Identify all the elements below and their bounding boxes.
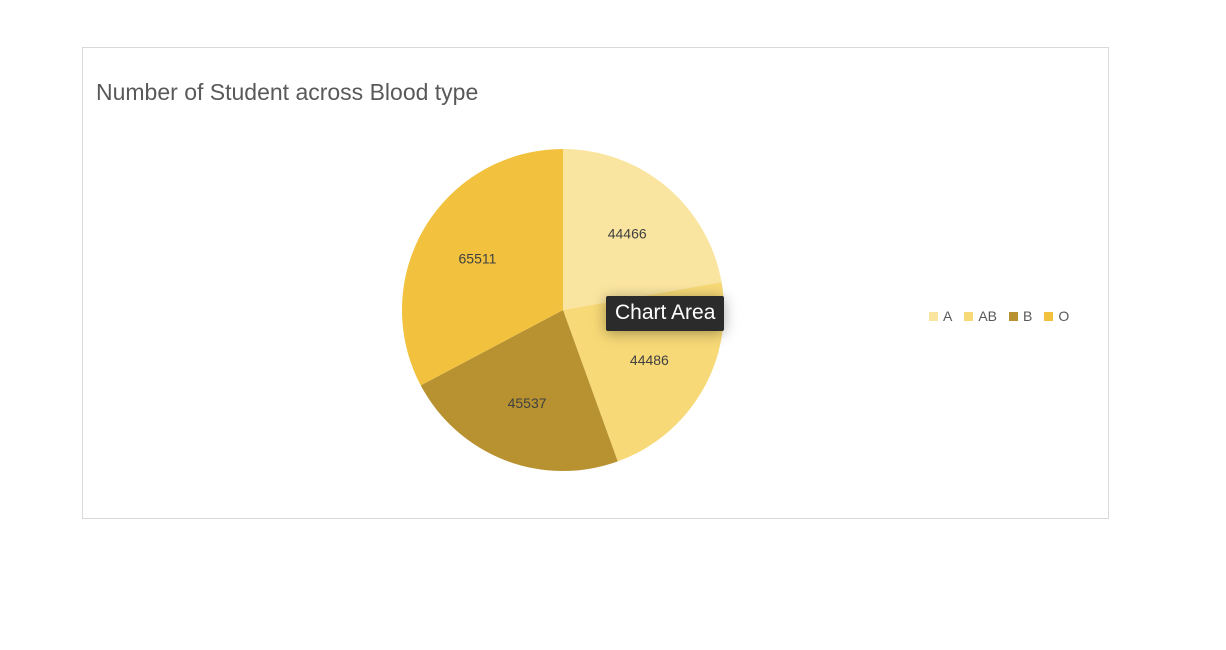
pie-chart[interactable]: 44466 44486 45537 65511 [83, 48, 1108, 518]
chart-area[interactable]: Number of Student across Blood type 4446… [82, 47, 1109, 519]
legend-swatch [929, 311, 938, 321]
legend-item-b[interactable]: B [1009, 308, 1032, 324]
pie-slice-o[interactable] [402, 149, 563, 386]
pie-slice-a[interactable] [563, 149, 722, 310]
chart-title[interactable]: Number of Student across Blood type [96, 79, 479, 105]
data-label-ab[interactable]: 44486 [630, 352, 669, 368]
data-label-b[interactable]: 45537 [508, 395, 547, 411]
legend-item-a[interactable]: A [929, 308, 952, 324]
legend-item-ab[interactable]: AB [964, 308, 997, 324]
chart-legend[interactable]: A AB B O [929, 308, 1069, 324]
pie-slice-b[interactable] [420, 310, 618, 471]
legend-label: O [1058, 308, 1070, 324]
legend-label: A [943, 308, 953, 324]
chart-area-tooltip: Chart Area [606, 296, 725, 331]
legend-swatch [1044, 311, 1054, 321]
legend-swatch [1009, 311, 1019, 321]
legend-item-o[interactable]: O [1044, 308, 1069, 324]
data-label-o[interactable]: 65511 [459, 251, 497, 267]
data-label-a[interactable]: 44466 [608, 226, 647, 242]
legend-label: B [1023, 308, 1033, 324]
legend-label: AB [978, 308, 998, 324]
legend-swatch [964, 311, 974, 321]
